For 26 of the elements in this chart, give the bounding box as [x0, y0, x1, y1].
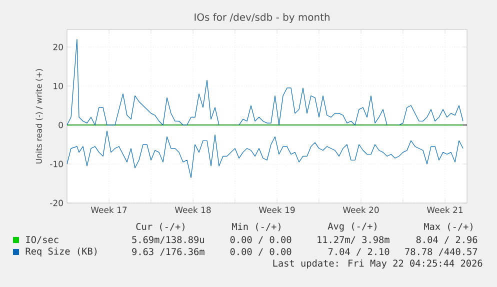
y-tick-label: 10: [54, 82, 63, 90]
text: Avg (-/+): [328, 222, 376, 232]
text: 8.04 / 2.96: [416, 236, 478, 244]
y-tick-label: 0: [58, 122, 63, 128]
legend-label: IO/sec: [26, 236, 58, 244]
y-tick-label: 20: [53, 44, 63, 50]
chart-title: IOs for /dev/sdb - by month: [194, 13, 330, 23]
text: 78.78 /440.57: [405, 248, 478, 256]
legend-label: Req Size (KB): [26, 247, 97, 257]
text: 5.69m/138.89u: [132, 236, 204, 244]
y-tick-label: -20: [50, 200, 63, 206]
x-tick-label: Week 18: [174, 206, 211, 214]
text: Max (-/+): [424, 222, 472, 232]
text: 7.04 / 2.10: [328, 248, 390, 256]
text: 0.00 / 0.00: [230, 236, 292, 244]
text: 11.27m/ 3.98m: [318, 236, 390, 244]
text: Last update: Fri May 22 04:25:44 2026: [273, 259, 482, 269]
x-tick-label: Week 19: [258, 206, 295, 214]
y-tick-label: -10: [50, 160, 63, 168]
text: 9.63 /176.36m: [132, 248, 204, 256]
text: Cur (-/+): [136, 222, 184, 232]
x-tick-label: Week 21: [426, 206, 463, 214]
text: Min (-/+): [232, 222, 280, 232]
x-tick-label: Week 20: [342, 206, 379, 214]
text: 0.00 / 0.00: [230, 248, 292, 256]
x-tick-label: Week 17: [90, 206, 127, 214]
